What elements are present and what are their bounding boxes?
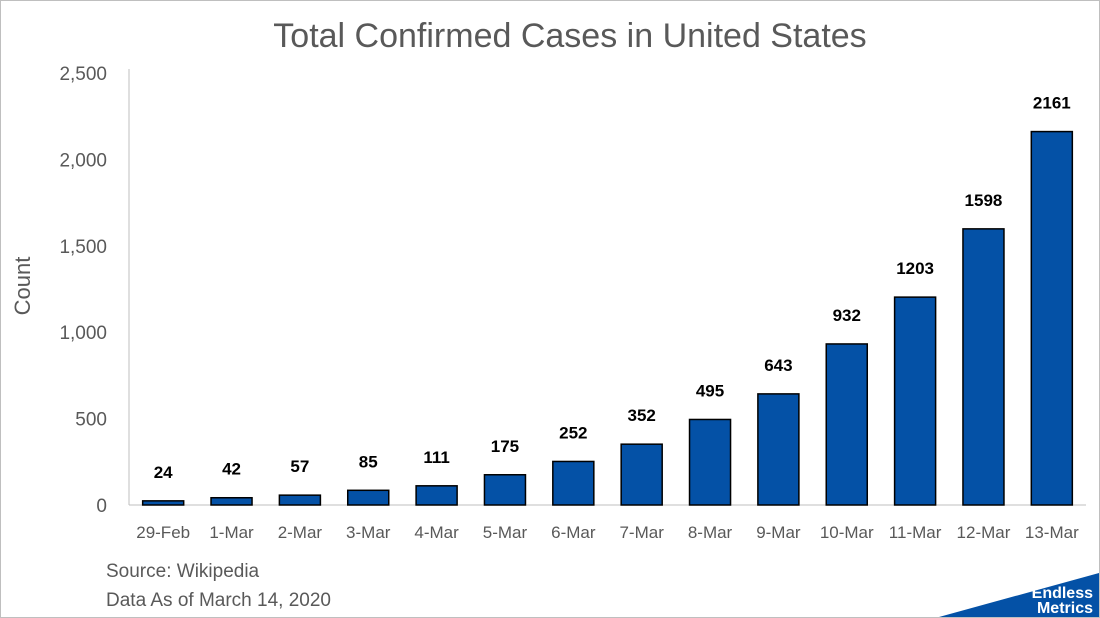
data-label: 85 (359, 452, 378, 471)
bar (893, 296, 937, 506)
bar (415, 485, 458, 506)
data-labels: 24 42 57 85 111 175 252 352 495 643 932 1203 1598 216… (154, 94, 1071, 482)
x-axis: 29-Feb 1-Mar 2-Mar 3-Mar 4-Mar 5-Mar 6-Mar 7-Ma… (129, 504, 1086, 542)
data-date-note: Data As of March 14, 2020 (106, 590, 331, 611)
logo-triangle (939, 573, 1099, 617)
logo-text-line1: Endless (1031, 585, 1093, 602)
y-tick-label: 1,000 (59, 323, 107, 344)
data-label: 932 (833, 306, 861, 325)
logo-text-line2: Metrics (1036, 600, 1093, 617)
data-label: 352 (627, 406, 655, 425)
bar (552, 460, 595, 506)
bar (757, 393, 800, 506)
data-label: 643 (764, 356, 792, 375)
x-tick-label: 12-Mar (957, 523, 1011, 542)
bar (825, 343, 869, 506)
endless-metrics-logo: Endless Metrics (939, 573, 1099, 617)
bar (1030, 130, 1074, 506)
data-label: 175 (491, 437, 519, 456)
bar (210, 496, 253, 506)
x-tick-label: 2-Mar (278, 523, 323, 542)
x-tick-label: 1-Mar (209, 523, 254, 542)
bar (346, 489, 390, 506)
data-label: 495 (696, 381, 724, 400)
source-note: Source: Wikipedia (106, 561, 260, 582)
bars (141, 130, 1074, 506)
data-label: 42 (222, 460, 241, 479)
x-tick-label: 3-Mar (346, 523, 391, 542)
x-tick-label: 10-Mar (820, 523, 874, 542)
y-tick-label: 2,000 (59, 150, 107, 171)
y-axis: 0 500 1,000 1,500 2,000 2,500 (59, 64, 130, 517)
bar (620, 443, 663, 506)
x-tick-label: 29-Feb (136, 523, 190, 542)
bar (688, 418, 732, 506)
x-tick-label: 7-Mar (619, 523, 664, 542)
data-label: 111 (423, 448, 450, 467)
bar (278, 494, 322, 506)
x-tick-label: 8-Mar (688, 523, 733, 542)
data-label: 57 (290, 457, 309, 476)
bar (141, 500, 185, 506)
y-tick-label: 0 (96, 496, 107, 517)
y-tick-label: 2,500 (59, 64, 107, 85)
data-label: 24 (154, 463, 173, 482)
x-tick-label: 9-Mar (756, 523, 801, 542)
data-label: 1598 (965, 191, 1003, 210)
data-label: 1203 (896, 259, 934, 278)
x-tick-label: 11-Mar (889, 523, 942, 542)
data-label: 2161 (1033, 94, 1071, 113)
x-tick-label: 5-Mar (483, 523, 528, 542)
bar (962, 228, 1005, 506)
y-tick-label: 1,500 (59, 237, 107, 258)
bar (483, 474, 527, 506)
chart-title: Total Confirmed Cases in United States (273, 17, 867, 55)
x-tick-label: 4-Mar (414, 523, 459, 542)
x-tick-label: 13-Mar (1025, 523, 1079, 542)
data-label: 252 (559, 423, 587, 442)
x-tick-label: 6-Mar (551, 523, 596, 542)
logo-text: Endless Metrics (1031, 585, 1093, 617)
y-tick-label: 500 (75, 410, 107, 431)
